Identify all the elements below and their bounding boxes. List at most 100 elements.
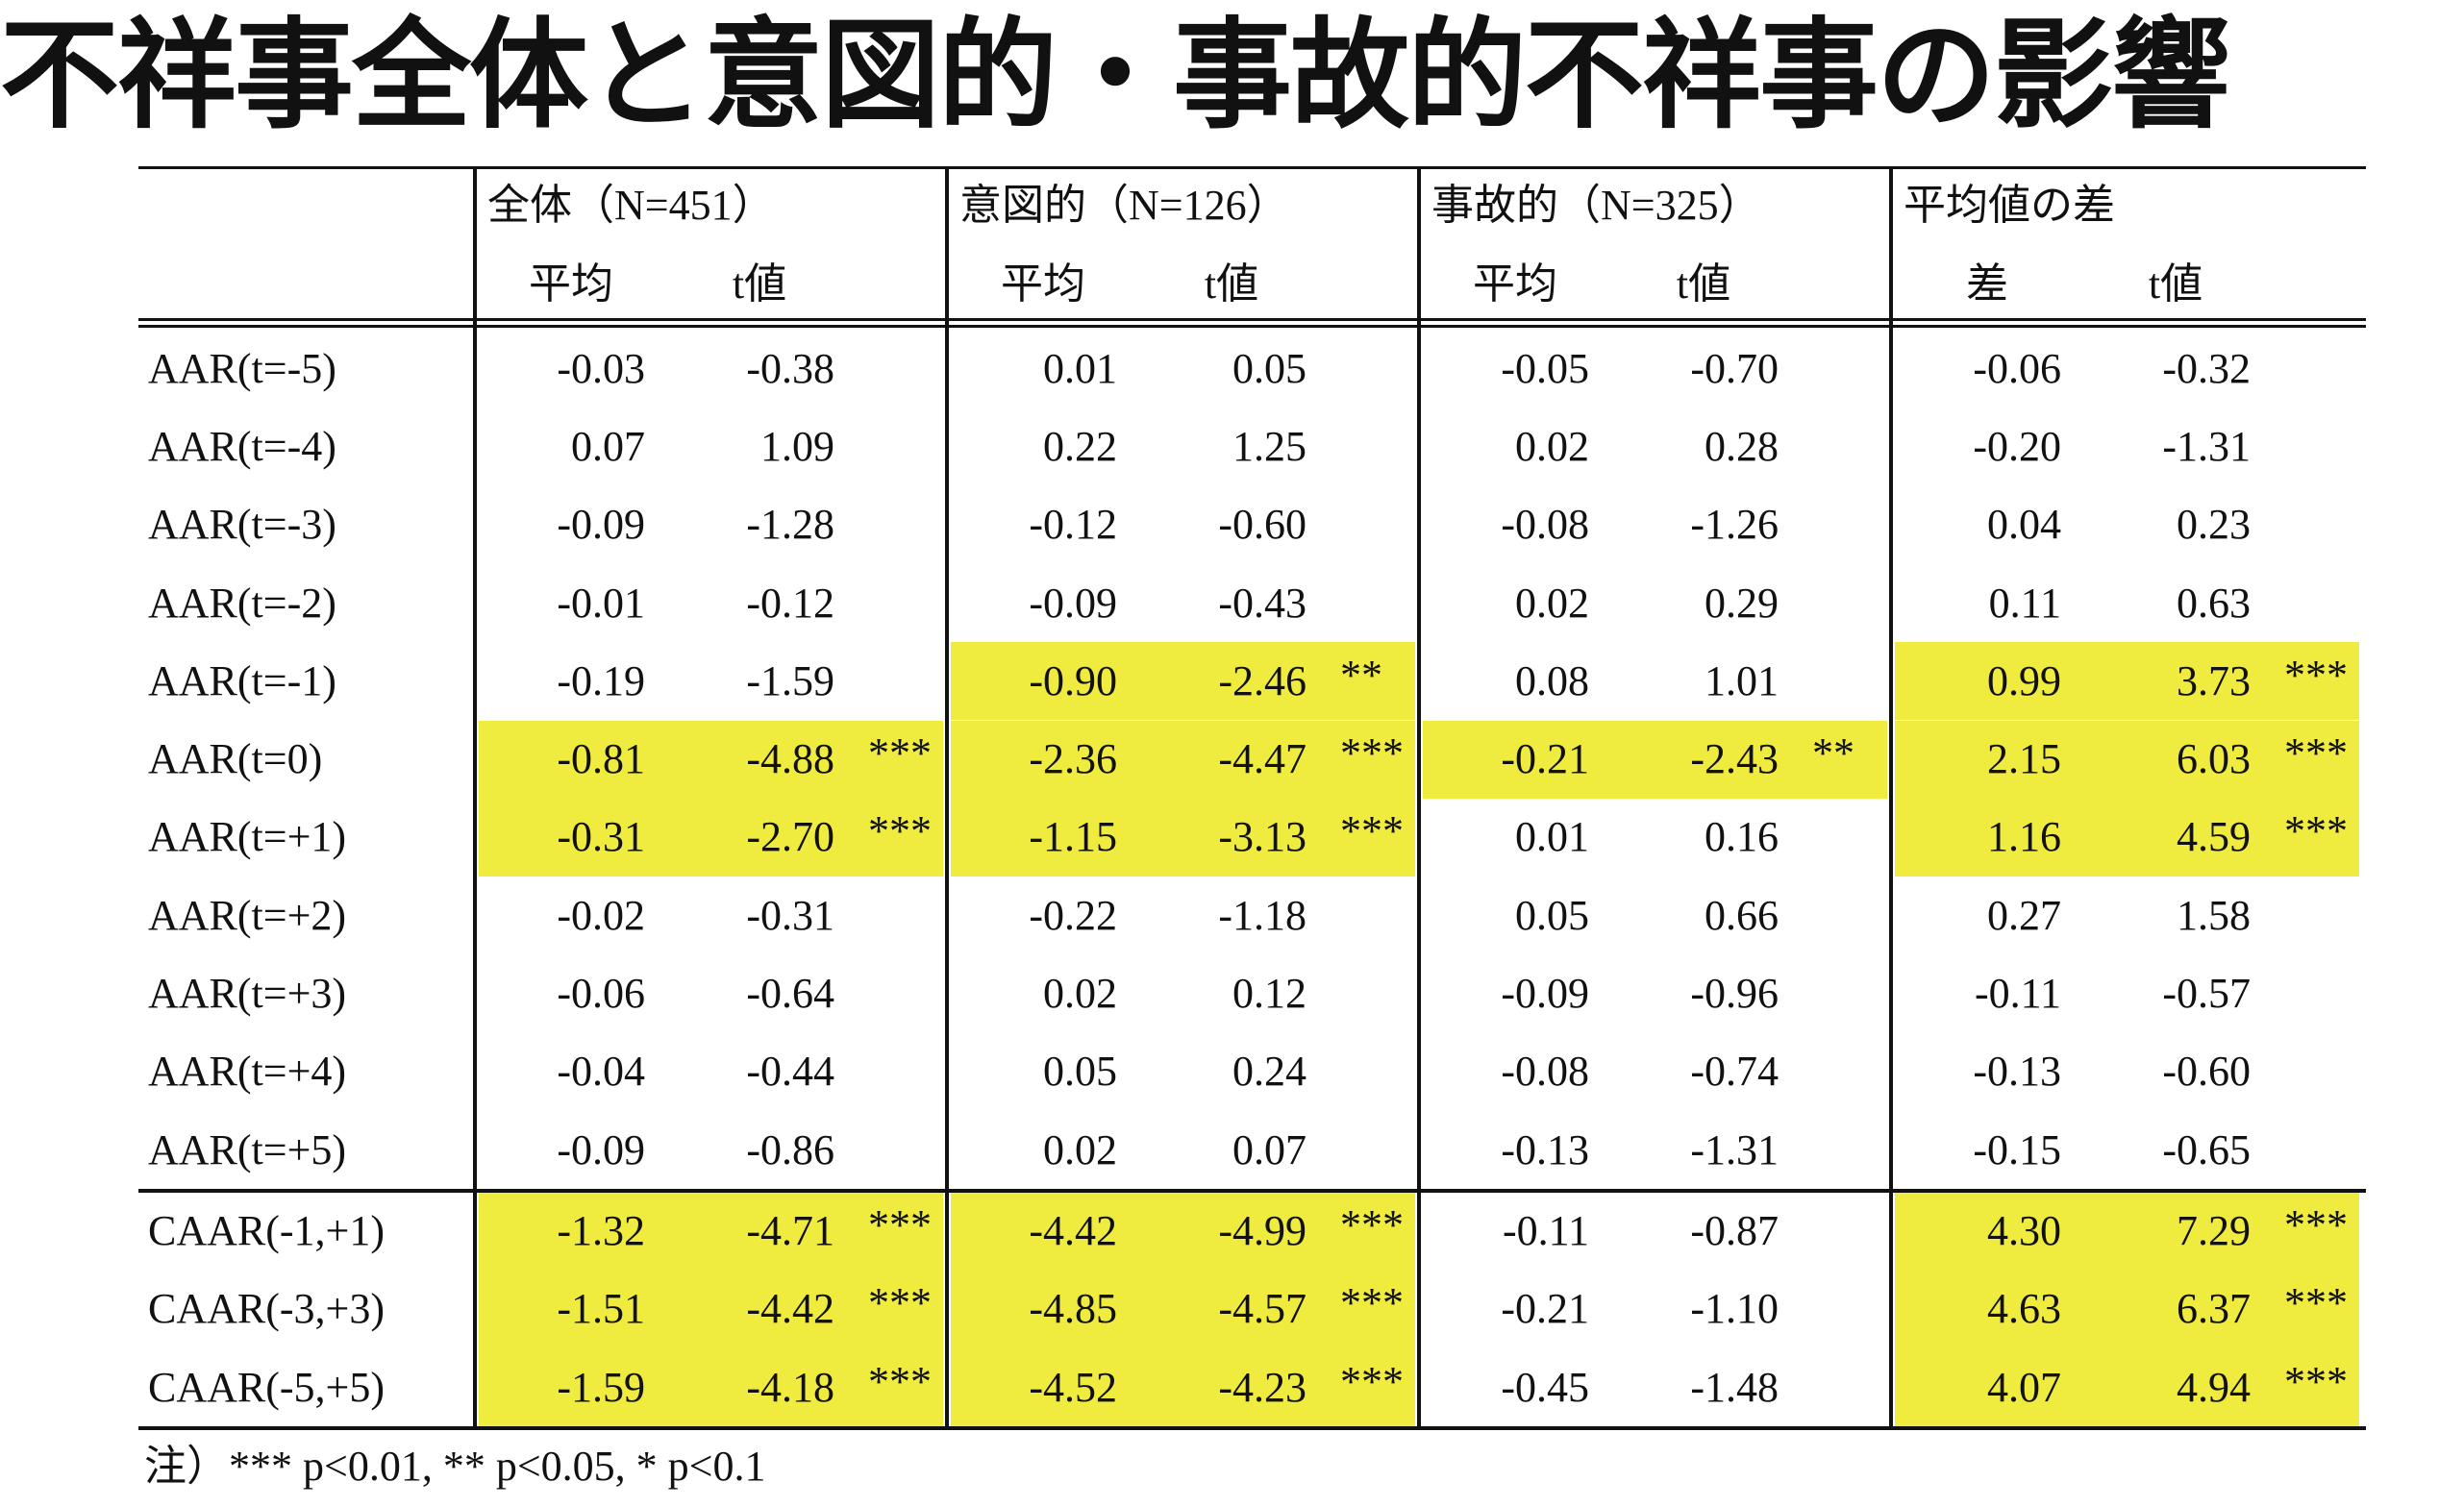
t-cell: -4.88 xyxy=(746,735,834,783)
t-cell: -1.59 xyxy=(746,656,834,704)
mean-cell: 0.01 xyxy=(1043,344,1117,392)
mean-cell: 0.04 xyxy=(1987,501,2061,549)
stars: ** xyxy=(1812,729,1854,778)
row-label: AAR(t=-3) xyxy=(148,501,336,549)
t-cell: -1.31 xyxy=(1690,1125,1779,1173)
row-label: AAR(t=-4) xyxy=(148,422,336,470)
t-cell: -2.70 xyxy=(746,813,834,861)
stars: *** xyxy=(1340,1357,1404,1405)
mean-cell: -0.08 xyxy=(1501,1048,1589,1096)
stars: *** xyxy=(1340,1200,1404,1248)
subheader: 差 xyxy=(1966,260,2008,308)
t-cell: 4.59 xyxy=(2177,813,2251,861)
row-label: CAAR(-5,+5) xyxy=(148,1363,386,1411)
t-cell: -0.12 xyxy=(746,579,834,627)
subheader: 平均 xyxy=(1473,260,1557,308)
rule xyxy=(138,325,2366,328)
highlight xyxy=(1895,720,2359,799)
t-cell: -0.87 xyxy=(1690,1206,1779,1254)
highlight xyxy=(479,1270,943,1348)
highlight xyxy=(951,642,1415,721)
mean-cell: -0.11 xyxy=(1974,970,2061,1018)
t-cell: -1.10 xyxy=(1690,1285,1779,1333)
mean-cell: -0.90 xyxy=(1029,656,1117,704)
t-cell: -4.57 xyxy=(1218,1285,1307,1333)
t-cell: -0.44 xyxy=(746,1048,834,1096)
stars: *** xyxy=(1340,1279,1404,1327)
t-cell: 1.25 xyxy=(1232,422,1307,470)
highlight xyxy=(951,1192,1415,1271)
mean-cell: -0.21 xyxy=(1501,735,1589,783)
stars: *** xyxy=(1340,729,1404,778)
t-cell: 0.05 xyxy=(1232,344,1307,392)
t-cell: -4.42 xyxy=(746,1285,834,1333)
highlight xyxy=(1895,1270,2359,1348)
mean-cell: -0.12 xyxy=(1029,501,1117,549)
highlight xyxy=(951,720,1415,799)
t-cell: -0.65 xyxy=(2162,1125,2251,1173)
highlight xyxy=(951,1270,1415,1348)
mean-cell: -0.09 xyxy=(1501,970,1589,1018)
t-cell: -0.86 xyxy=(746,1125,834,1173)
subheader: t値 xyxy=(732,260,787,308)
stars: *** xyxy=(868,729,932,778)
t-cell: -2.43 xyxy=(1690,735,1779,783)
mean-cell: 2.15 xyxy=(1987,735,2061,783)
column-rule xyxy=(945,166,949,1427)
t-cell: -4.23 xyxy=(1218,1363,1307,1411)
t-cell: 1.58 xyxy=(2177,891,2251,939)
stars: *** xyxy=(2284,807,2348,855)
t-cell: 0.24 xyxy=(1232,1048,1307,1096)
mean-cell: -0.09 xyxy=(1029,579,1117,627)
mean-cell: -0.81 xyxy=(557,735,645,783)
mean-cell: -0.09 xyxy=(557,501,645,549)
mean-cell: -4.52 xyxy=(1029,1363,1117,1411)
mean-cell: -0.11 xyxy=(1502,1206,1589,1254)
mean-cell: -1.32 xyxy=(557,1206,645,1254)
stars: *** xyxy=(868,807,932,855)
highlight xyxy=(1895,1192,2359,1271)
stars: *** xyxy=(868,1200,932,1248)
mean-cell: 0.01 xyxy=(1515,813,1589,861)
title: 不祥事全体と意図的・事故的不祥事の影響 xyxy=(0,7,2230,145)
mean-cell: 0.05 xyxy=(1515,891,1589,939)
t-cell: -0.57 xyxy=(2162,970,2251,1018)
t-cell: 0.29 xyxy=(1705,579,1779,627)
mean-cell: -2.36 xyxy=(1029,735,1117,783)
t-cell: 3.73 xyxy=(2177,656,2251,704)
mean-cell: 4.63 xyxy=(1987,1285,2061,1333)
mean-cell: -0.13 xyxy=(1973,1048,2061,1096)
highlight xyxy=(951,1347,1415,1427)
t-cell: -0.70 xyxy=(1690,344,1779,392)
row-label: AAR(t=+2) xyxy=(148,891,347,939)
mean-cell: -0.01 xyxy=(557,579,645,627)
highlight xyxy=(1895,798,2359,877)
column-rule xyxy=(473,166,477,1427)
mean-cell: 4.30 xyxy=(1987,1206,2061,1254)
mean-cell: 0.11 xyxy=(1988,579,2061,627)
mean-cell: -0.13 xyxy=(1501,1125,1589,1173)
mean-cell: -4.85 xyxy=(1029,1285,1117,1333)
subheader: 平均 xyxy=(1001,260,1085,308)
row-label: AAR(t=+1) xyxy=(148,813,347,861)
t-cell: -0.60 xyxy=(2162,1048,2251,1096)
rule xyxy=(138,1426,2366,1431)
t-cell: 1.01 xyxy=(1705,656,1779,704)
mean-cell: 0.02 xyxy=(1515,422,1589,470)
t-cell: 0.28 xyxy=(1705,422,1779,470)
row-label: AAR(t=-1) xyxy=(148,656,336,704)
mean-cell: -0.21 xyxy=(1501,1285,1589,1333)
t-cell: -0.60 xyxy=(1218,501,1307,549)
highlight xyxy=(479,1347,943,1427)
t-cell: 0.16 xyxy=(1705,813,1779,861)
rule xyxy=(138,318,2366,321)
mean-cell: 0.02 xyxy=(1043,1125,1117,1173)
t-cell: 6.03 xyxy=(2177,735,2251,783)
stars: *** xyxy=(2284,1200,2348,1248)
t-cell: 6.37 xyxy=(2177,1285,2251,1333)
stars: *** xyxy=(868,1279,932,1327)
group-header: 事故的（N=325） xyxy=(1431,182,1761,229)
group-header: 平均値の差 xyxy=(1904,182,2115,229)
highlight xyxy=(1423,720,1887,799)
t-cell: -2.46 xyxy=(1218,656,1307,704)
